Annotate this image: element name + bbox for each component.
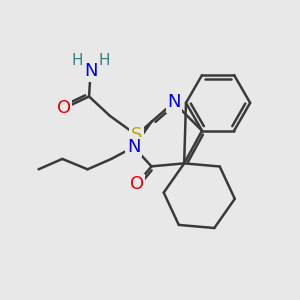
Text: N: N xyxy=(127,138,140,156)
Text: H: H xyxy=(71,53,83,68)
Text: H: H xyxy=(98,53,110,68)
Text: O: O xyxy=(130,175,144,193)
Text: N: N xyxy=(167,93,181,111)
Text: N: N xyxy=(84,62,97,80)
Text: O: O xyxy=(57,99,71,117)
Text: S: S xyxy=(131,126,142,144)
